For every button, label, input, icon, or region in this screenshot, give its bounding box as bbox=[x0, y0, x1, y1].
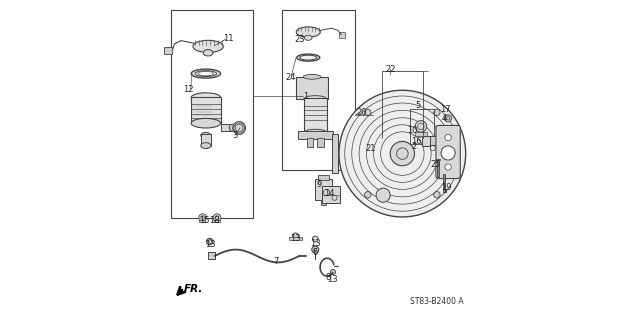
Circle shape bbox=[445, 164, 451, 170]
Text: 6: 6 bbox=[313, 248, 318, 257]
Text: 13: 13 bbox=[290, 234, 301, 243]
Circle shape bbox=[445, 150, 451, 156]
Ellipse shape bbox=[331, 269, 336, 275]
Circle shape bbox=[434, 192, 440, 198]
Text: 17: 17 bbox=[441, 105, 451, 114]
Ellipse shape bbox=[203, 50, 213, 56]
Ellipse shape bbox=[206, 238, 213, 245]
Circle shape bbox=[364, 109, 371, 116]
Text: 1: 1 bbox=[303, 92, 308, 100]
Text: 16: 16 bbox=[412, 137, 422, 146]
Bar bbox=[220, 124, 232, 131]
Bar bbox=[304, 98, 327, 133]
FancyBboxPatch shape bbox=[436, 125, 461, 179]
Ellipse shape bbox=[296, 27, 320, 37]
Bar bbox=[171, 10, 253, 218]
Text: 3: 3 bbox=[232, 131, 238, 140]
Ellipse shape bbox=[299, 55, 317, 60]
Ellipse shape bbox=[445, 115, 452, 122]
Bar bbox=[422, 136, 431, 146]
Text: 20: 20 bbox=[356, 108, 367, 117]
Circle shape bbox=[390, 141, 415, 166]
Bar bbox=[332, 134, 338, 173]
Circle shape bbox=[376, 188, 390, 202]
Ellipse shape bbox=[195, 71, 217, 76]
Bar bbox=[201, 134, 211, 146]
Bar bbox=[289, 237, 302, 240]
Ellipse shape bbox=[312, 236, 318, 242]
Ellipse shape bbox=[304, 96, 327, 103]
Ellipse shape bbox=[303, 75, 321, 79]
Text: 2: 2 bbox=[412, 142, 417, 151]
Text: 15: 15 bbox=[199, 216, 210, 225]
Bar bbox=[199, 220, 205, 222]
Text: 24: 24 bbox=[285, 73, 296, 82]
Ellipse shape bbox=[191, 93, 220, 102]
Text: 22: 22 bbox=[385, 65, 396, 74]
Circle shape bbox=[441, 146, 455, 160]
Text: 23: 23 bbox=[294, 35, 304, 44]
Circle shape bbox=[445, 134, 451, 141]
Circle shape bbox=[233, 122, 245, 134]
Ellipse shape bbox=[229, 124, 235, 131]
Bar bbox=[322, 186, 340, 203]
Bar bbox=[410, 109, 434, 144]
Bar bbox=[315, 179, 332, 200]
Bar bbox=[436, 159, 440, 160]
Bar bbox=[307, 138, 313, 147]
Ellipse shape bbox=[292, 233, 298, 239]
Bar bbox=[429, 136, 436, 145]
Bar bbox=[317, 175, 329, 180]
Ellipse shape bbox=[191, 69, 220, 78]
Text: 13: 13 bbox=[205, 240, 216, 249]
Bar bbox=[443, 174, 445, 192]
Circle shape bbox=[434, 109, 440, 116]
Text: 19: 19 bbox=[441, 183, 451, 192]
Ellipse shape bbox=[193, 40, 224, 52]
Text: 13: 13 bbox=[310, 239, 320, 248]
Text: 11: 11 bbox=[223, 34, 234, 43]
Ellipse shape bbox=[201, 143, 211, 148]
Ellipse shape bbox=[304, 129, 327, 136]
Bar bbox=[191, 97, 220, 123]
Bar bbox=[415, 132, 427, 136]
Circle shape bbox=[364, 192, 371, 198]
Circle shape bbox=[213, 214, 221, 221]
Text: ST83-B2400 A: ST83-B2400 A bbox=[410, 297, 464, 306]
Text: 10: 10 bbox=[407, 126, 417, 135]
Bar bbox=[282, 10, 355, 170]
Text: 5: 5 bbox=[416, 101, 421, 110]
Text: 13: 13 bbox=[327, 275, 338, 284]
Bar bbox=[208, 252, 215, 259]
Ellipse shape bbox=[304, 35, 312, 40]
Ellipse shape bbox=[201, 132, 211, 138]
Text: FR.: FR. bbox=[184, 284, 203, 294]
Bar bbox=[321, 200, 326, 205]
Text: 7: 7 bbox=[273, 257, 279, 266]
Text: 21: 21 bbox=[365, 144, 376, 153]
Bar bbox=[296, 77, 328, 99]
Text: 14: 14 bbox=[324, 189, 335, 198]
Ellipse shape bbox=[297, 54, 320, 61]
Bar bbox=[437, 159, 440, 177]
Bar bbox=[164, 47, 172, 54]
Text: 12: 12 bbox=[183, 85, 193, 94]
Text: 4: 4 bbox=[441, 114, 447, 123]
Bar bbox=[339, 32, 345, 38]
Text: 9: 9 bbox=[317, 180, 322, 189]
Circle shape bbox=[415, 121, 427, 132]
Circle shape bbox=[199, 214, 206, 221]
Bar bbox=[297, 131, 333, 139]
Bar bbox=[214, 220, 220, 222]
Text: 18: 18 bbox=[209, 216, 220, 225]
Ellipse shape bbox=[311, 246, 319, 253]
Text: 25: 25 bbox=[431, 160, 441, 169]
Text: 8: 8 bbox=[326, 273, 331, 282]
Ellipse shape bbox=[191, 118, 220, 128]
Bar bbox=[317, 138, 324, 147]
Circle shape bbox=[339, 90, 466, 217]
